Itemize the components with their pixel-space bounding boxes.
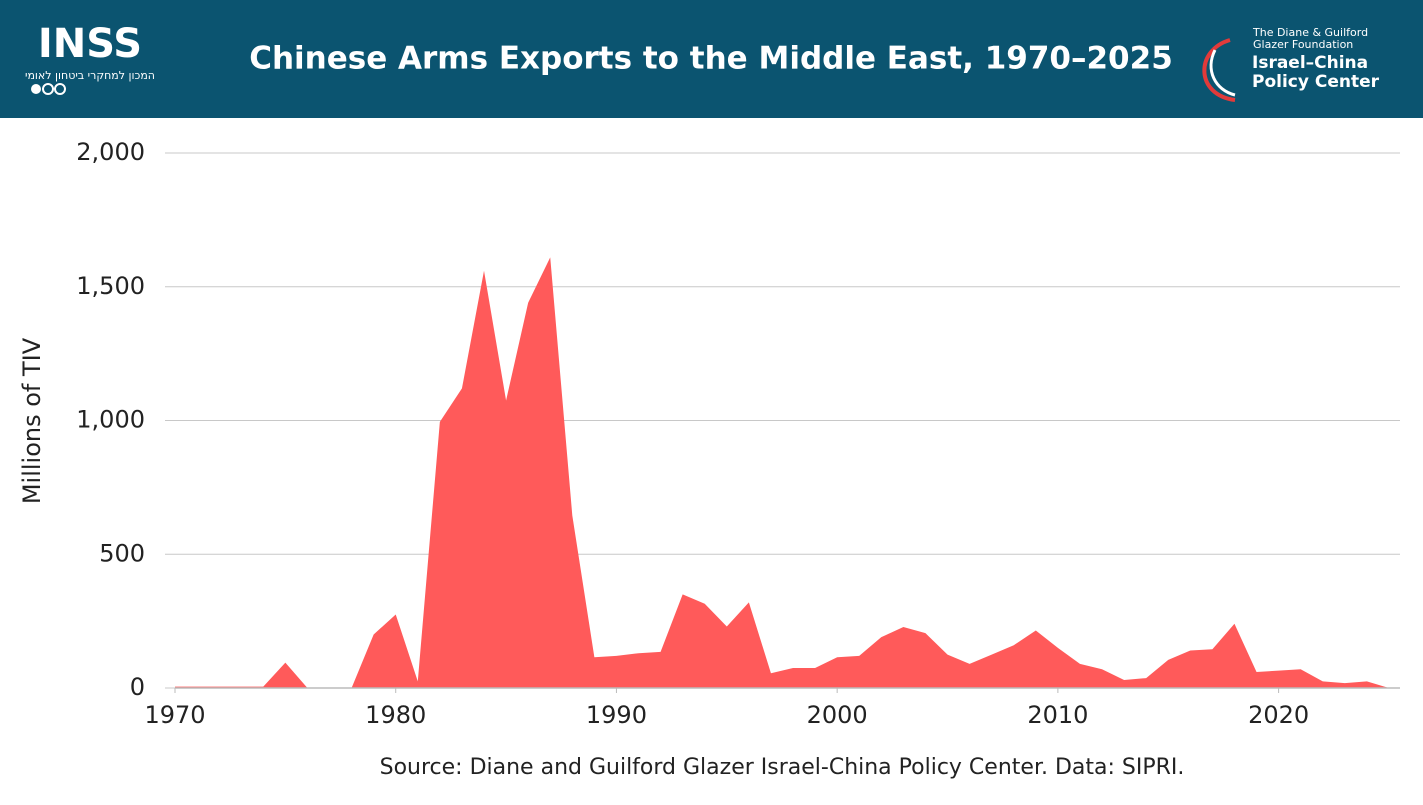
logo-arc	[1209, 49, 1236, 97]
y-tick-label: 1,500	[76, 272, 145, 300]
y-tick-label: 1,000	[76, 406, 145, 434]
x-tick-label: 1990	[586, 701, 647, 729]
chart-title: Chinese Arms Exports to the Middle East,…	[249, 41, 1173, 77]
logo-left: INSS	[38, 21, 142, 67]
logo-right-main: Policy Center	[1252, 72, 1380, 92]
x-tick-label: 1970	[144, 701, 205, 729]
logo-dot	[31, 84, 41, 94]
logo-right-top: Glazer Foundation	[1253, 38, 1353, 51]
logo-right-top: The Diane & Guilford	[1252, 26, 1368, 39]
logo-dot	[54, 83, 66, 95]
logo-arc	[1202, 38, 1236, 102]
y-tick-label: 0	[130, 673, 145, 701]
x-tick-label: 2010	[1027, 701, 1088, 729]
logo-dot	[42, 83, 54, 95]
logo-left-sub: המכון למחקרי ביטחון לאומי	[25, 69, 155, 82]
area	[175, 257, 1389, 688]
y-tick-label: 500	[99, 539, 145, 567]
x-tick-label: 2000	[807, 701, 868, 729]
y-axis-label: Millions of TIV	[18, 337, 46, 504]
x-tick-label: 2020	[1248, 701, 1309, 729]
header-band	[0, 0, 1423, 118]
y-tick-label: 2,000	[76, 138, 145, 166]
source-note: Source: Diane and Guilford Glazer Israel…	[380, 755, 1185, 780]
x-tick-label: 1980	[365, 701, 426, 729]
logo-right-main: Israel–China	[1252, 53, 1368, 73]
